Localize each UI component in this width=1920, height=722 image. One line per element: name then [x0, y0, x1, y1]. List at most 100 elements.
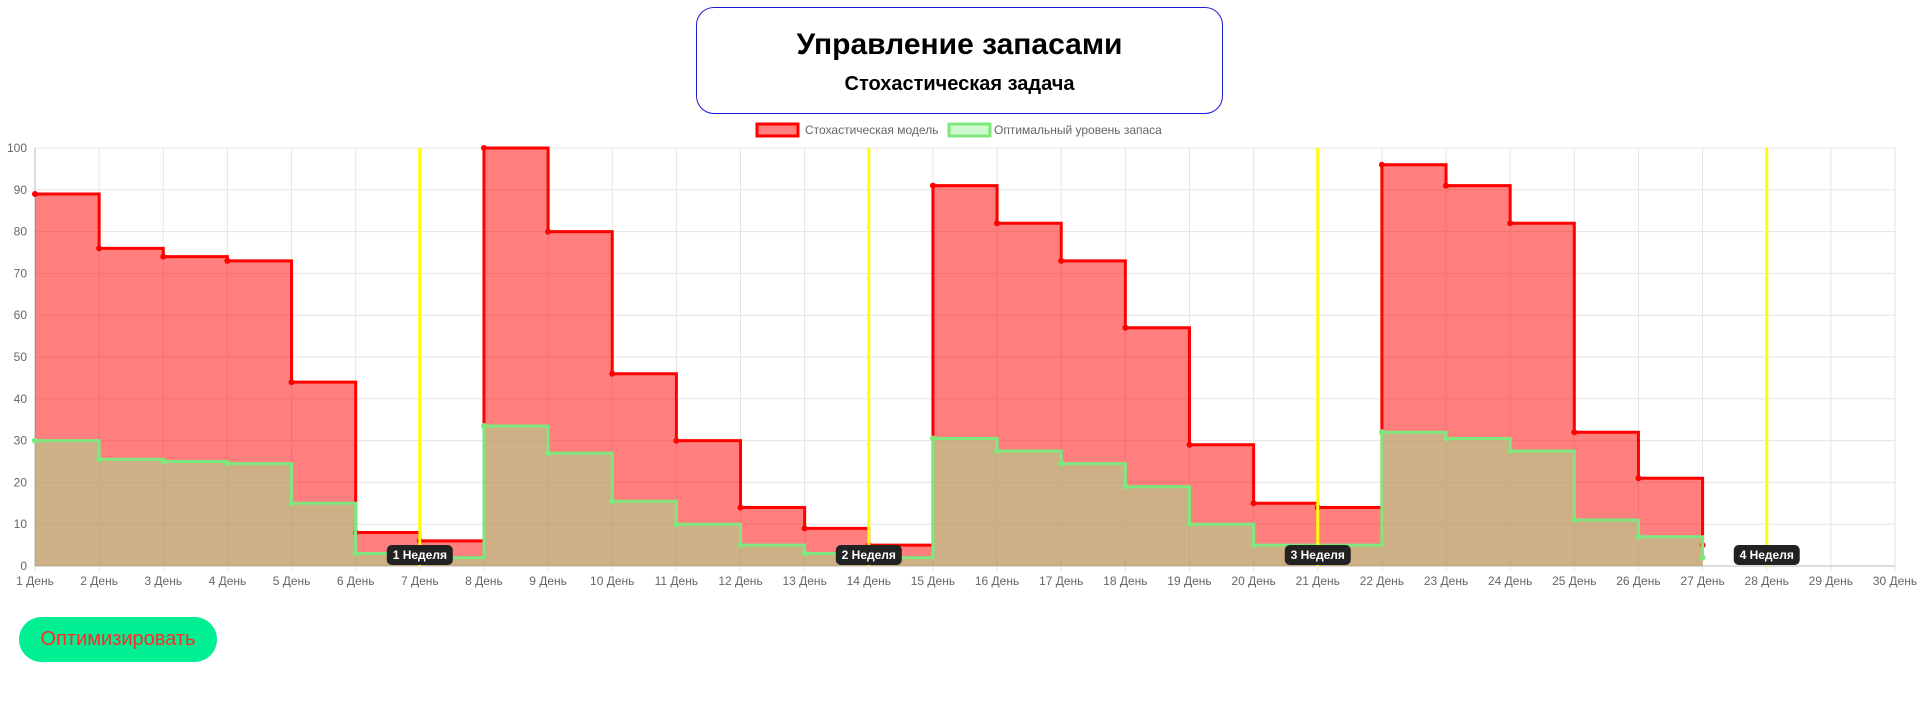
week-label-bg [1733, 545, 1800, 565]
x-tick-label: 2 День [80, 574, 118, 588]
data-point [801, 525, 808, 532]
title-box: Управление запасами Стохастическая задач… [696, 7, 1223, 114]
data-point [1443, 435, 1450, 442]
data-point [545, 228, 552, 235]
x-tick-label: 18 День [1103, 574, 1147, 588]
x-tick-label: 11 День [655, 574, 698, 588]
data-point [1378, 161, 1385, 168]
data-point [929, 182, 936, 189]
x-tick-label: 1 День [16, 574, 54, 588]
data-point [1635, 475, 1642, 482]
x-tick-label: 22 День [1360, 574, 1404, 588]
inventory-chart: 0 10 20 30 40 50 60 70 80 90 100 1 День 2 День 3 День… [7, 122, 1917, 588]
data-point [801, 550, 808, 557]
data-point [1378, 429, 1385, 436]
data-point [160, 253, 167, 260]
data-point [994, 448, 1001, 455]
y-tick-label: 40 [14, 392, 28, 406]
data-point [1635, 533, 1642, 540]
x-tick-label: 30 День [1873, 574, 1917, 588]
x-tick-label: 16 День [975, 574, 1019, 588]
x-tick-label: 19 День [1167, 574, 1211, 588]
y-tick-label: 80 [14, 225, 28, 239]
data-point [545, 450, 552, 457]
x-tick-label: 29 День [1809, 574, 1853, 588]
data-point [1058, 460, 1065, 467]
data-point [737, 542, 744, 549]
data-point [609, 370, 616, 377]
legend-swatch-2 [947, 122, 992, 138]
y-tick-label: 10 [14, 517, 28, 531]
data-point [1507, 220, 1514, 227]
y-tick-label: 50 [14, 350, 28, 364]
x-tick-label: 23 День [1424, 574, 1468, 588]
y-tick-label: 0 [20, 559, 27, 573]
y-tick-label: 70 [14, 266, 28, 280]
data-point [1571, 429, 1578, 436]
x-tick-label: 9 День [529, 574, 567, 588]
data-point [224, 460, 231, 467]
x-tick-label: 27 День [1680, 574, 1724, 588]
x-tick-label: 17 День [1039, 574, 1083, 588]
x-tick-label: 4 День [209, 574, 247, 588]
x-tick-label: 6 День [337, 574, 375, 588]
x-tick-label: 7 День [401, 574, 439, 588]
data-point [1571, 517, 1578, 524]
legend-swatch-1 [755, 122, 800, 138]
data-point [96, 456, 103, 463]
x-tick-label: 3 День [144, 574, 182, 588]
data-point [1186, 441, 1193, 448]
data-point [1443, 182, 1450, 189]
data-point [737, 504, 744, 511]
x-tick-label: 25 День [1552, 574, 1596, 588]
data-point [1250, 500, 1257, 507]
y-tick-label: 30 [14, 434, 28, 448]
week-label: 4 Неделя [1740, 548, 1794, 562]
data-point [1699, 554, 1706, 561]
data-point [288, 500, 295, 507]
x-tick-label: 21 День [1296, 574, 1340, 588]
data-point [288, 379, 295, 386]
x-tick-label: 12 День [718, 574, 762, 588]
data-point [480, 422, 487, 429]
x-tick-label: 24 День [1488, 574, 1532, 588]
data-point [1122, 324, 1129, 331]
legend-label-2: Оптимальный уровень запаса [994, 123, 1162, 137]
y-tick-label: 60 [14, 308, 28, 322]
data-point [224, 257, 231, 264]
data-point [673, 437, 680, 444]
week-label: 3 Неделя [1291, 548, 1345, 562]
optimize-button[interactable]: Оптимизировать [19, 617, 217, 662]
y-tick-label: 90 [14, 183, 28, 197]
data-point [929, 435, 936, 442]
page-title: Управление запасами [796, 28, 1123, 61]
data-point [1507, 448, 1514, 455]
x-tick-label: 28 День [1745, 574, 1789, 588]
week-label-bg [386, 545, 453, 565]
series-area-1 [35, 148, 1703, 566]
data-point [1122, 483, 1129, 490]
x-tick-label: 14 День [847, 574, 891, 588]
data-point [1250, 542, 1257, 549]
data-point [32, 190, 38, 197]
data-point [352, 550, 359, 557]
x-tick-label: 13 День [782, 574, 826, 588]
y-tick-label: 100 [7, 141, 27, 155]
x-tick-label: 10 День [590, 574, 634, 588]
x-tick-label: 26 День [1616, 574, 1660, 588]
week-label-bg [1284, 545, 1351, 565]
data-point [96, 245, 103, 252]
legend-label-1: Стохастическая модель [805, 123, 938, 137]
y-tick-label: 20 [14, 475, 28, 489]
x-tick-label: 5 День [273, 574, 311, 588]
week-label: 2 Неделя [842, 548, 896, 562]
data-point [994, 220, 1001, 227]
week-label: 1 Неделя [393, 548, 447, 562]
series-area-2 [35, 425, 1703, 566]
data-point [1058, 257, 1065, 264]
data-point [673, 521, 680, 528]
data-point [609, 498, 616, 505]
data-point [1186, 521, 1193, 528]
x-tick-label: 20 День [1231, 574, 1275, 588]
data-point [32, 437, 38, 444]
